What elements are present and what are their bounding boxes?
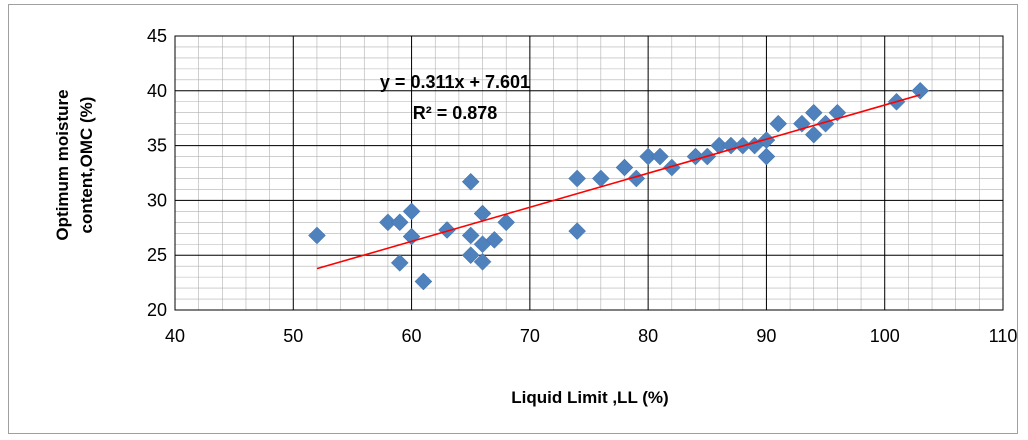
data-point	[615, 158, 634, 177]
x-tick-label: 90	[756, 326, 776, 346]
data-point	[390, 254, 409, 272]
data-point	[461, 226, 480, 245]
y-tick-label: 45	[147, 26, 167, 46]
data-point	[461, 246, 480, 265]
data-point	[390, 213, 409, 232]
data-point	[639, 147, 657, 166]
trendline-equation: y = 0.311x + 7.601	[380, 72, 530, 92]
data-point	[485, 231, 504, 249]
x-axis-title: Liquid Limit ,LL (%)	[511, 388, 668, 407]
data-point	[757, 147, 776, 166]
plot-area	[174, 35, 1004, 311]
plot-background	[175, 36, 1003, 310]
data-point	[911, 81, 930, 100]
x-axis-ticks: 40 50 60 70 80 90 100 110	[165, 326, 1017, 346]
data-point	[651, 147, 669, 166]
data-point	[769, 114, 788, 133]
data-point	[568, 169, 587, 188]
data-point	[804, 103, 823, 122]
x-tick-label: 80	[638, 326, 658, 346]
data-point	[710, 136, 728, 155]
y-axis-ticks: 20 25 30 35 40 45	[147, 26, 167, 320]
data-point	[308, 226, 326, 245]
x-tick-label: 110	[989, 326, 1018, 346]
y-tick-label: 30	[147, 190, 167, 210]
y-axis-title-line1: Optimum moisture	[53, 89, 72, 240]
y-tick-label: 25	[147, 245, 167, 265]
trendline	[316, 94, 921, 270]
x-tick-label: 100	[870, 326, 900, 346]
data-point	[402, 202, 421, 221]
y-tick-label: 40	[147, 81, 167, 101]
y-tick-label: 35	[147, 136, 167, 156]
y-axis-title-line2: content,OMC (%)	[77, 97, 96, 234]
y-axis-title: Optimum moisture content,OMC (%)	[53, 89, 96, 240]
data-point	[414, 272, 433, 291]
data-point	[379, 213, 397, 232]
data-point	[568, 222, 587, 240]
data-point	[473, 252, 492, 271]
x-tick-label: 60	[402, 326, 422, 346]
data-point	[497, 213, 516, 232]
y-tick-label: 20	[147, 300, 167, 320]
data-point	[804, 125, 823, 144]
data-point	[473, 204, 492, 223]
data-points	[308, 81, 930, 291]
x-tick-label: 40	[165, 326, 185, 346]
plot-border	[174, 35, 1004, 311]
r-squared-label: R² = 0.878	[413, 103, 498, 123]
x-tick-label: 50	[283, 326, 303, 346]
x-tick-label: 70	[520, 326, 540, 346]
data-point	[461, 172, 480, 191]
data-point	[438, 221, 456, 239]
